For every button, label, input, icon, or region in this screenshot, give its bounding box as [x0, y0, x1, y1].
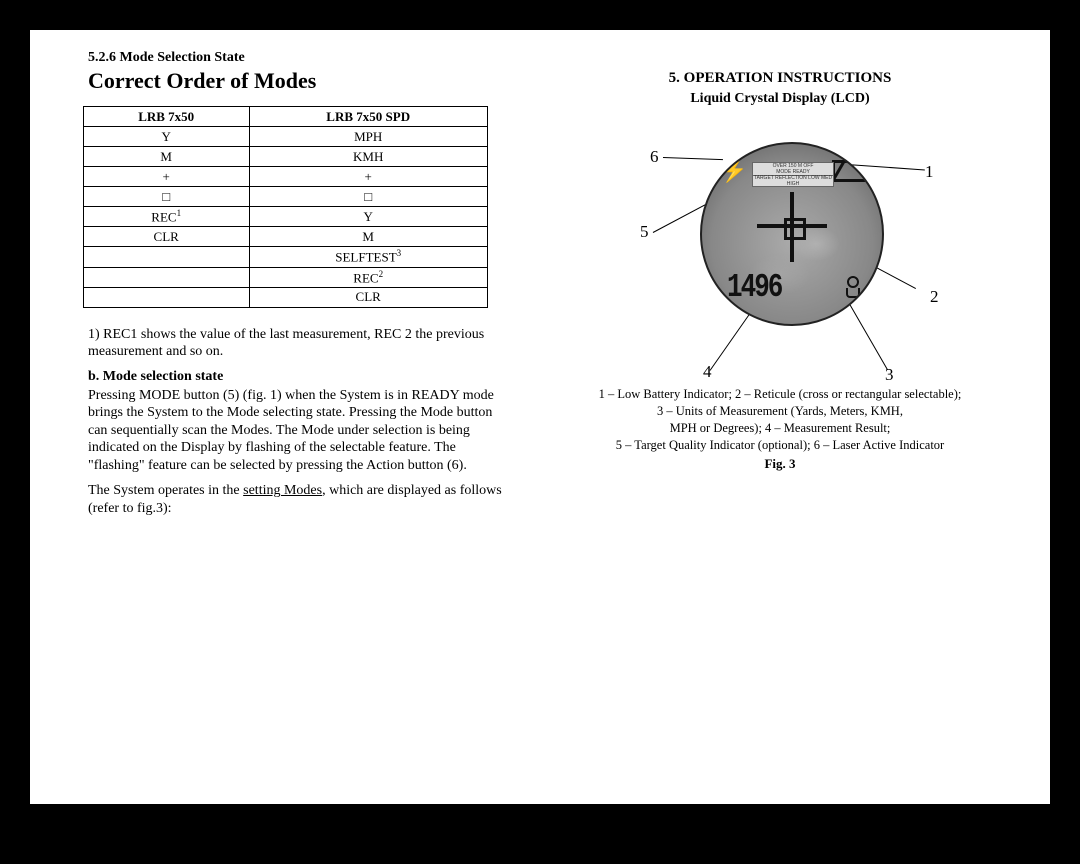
laser-active-icon: ⚡	[720, 158, 747, 184]
table-cell	[83, 247, 249, 267]
table-cell: CLR	[249, 287, 487, 307]
section-number: 5.2.6 Mode Selection State	[88, 50, 510, 66]
table-cell: □	[83, 187, 249, 207]
table-cell: M	[249, 227, 487, 247]
table-header-row: LRB 7x50 LRB 7x50 SPD	[83, 107, 487, 127]
legend-line3: MPH or Degrees); 4 – Measurement Result;	[550, 420, 1010, 437]
modes-table: LRB 7x50 LRB 7x50 SPD YMPHMKMH++□□REC1YC…	[83, 106, 488, 308]
callout-5: 5	[640, 222, 649, 242]
col-header-0: LRB 7x50	[83, 107, 249, 127]
table-cell: Y	[249, 207, 487, 227]
right-column: 5. OPERATION INSTRUCTIONS Liquid Crystal…	[540, 30, 1050, 804]
legend-line2: 3 – Units of Measurement (Yards, Meters,…	[550, 403, 1010, 420]
operation-title: 5. OPERATION INSTRUCTIONS	[550, 70, 1010, 87]
figure-label: Fig. 3	[550, 456, 1010, 472]
scope-view: ⚡ OVER 150 M OFF MODE READY TARGET REFLE…	[700, 142, 884, 326]
document-page: 5.2.6 Mode Selection State Correct Order…	[30, 30, 1050, 804]
table-row: CLR	[83, 287, 487, 307]
table-cell: CLR	[83, 227, 249, 247]
table-cell: REC2	[249, 267, 487, 287]
table-cell	[83, 267, 249, 287]
unit-icon	[846, 276, 860, 296]
table-cell	[83, 287, 249, 307]
lcd-diagram: 6 1 5 2 4 3 ⚡ OVER 150 M OFF MODE READY	[615, 117, 945, 382]
lcd-title: Liquid Crystal Display (LCD)	[550, 91, 1010, 107]
table-row: REC1Y	[83, 207, 487, 227]
measurement-digits: 1496	[727, 268, 781, 307]
sub-heading-b: b. Mode selection state	[88, 369, 510, 385]
col-header-1: LRB 7x50 SPD	[249, 107, 487, 127]
table-row: □□	[83, 187, 487, 207]
table-row: REC2	[83, 267, 487, 287]
table-cell: M	[83, 147, 249, 167]
legend: 1 – Low Battery Indicator; 2 – Reticule …	[550, 386, 1010, 454]
table-cell: MPH	[249, 127, 487, 147]
callout-6: 6	[650, 147, 659, 167]
table-cell: +	[83, 167, 249, 187]
table-cell: □	[249, 187, 487, 207]
reticule-box	[784, 218, 806, 240]
leader-6	[663, 157, 723, 160]
table-cell: +	[249, 167, 487, 187]
left-column: 5.2.6 Mode Selection State Correct Order…	[30, 30, 540, 804]
para-mode-selection: Pressing MODE button (5) (fig. 1) when t…	[88, 387, 510, 475]
note-rec: 1) REC1 shows the value of the last meas…	[88, 326, 510, 361]
table-cell: REC1	[83, 207, 249, 227]
table-cell: SELFTEST3	[249, 247, 487, 267]
para2-a: The System operates in the	[88, 483, 243, 498]
table-row: MKMH	[83, 147, 487, 167]
status-line3: TARGET REFLECTION LOW MED HIGH	[753, 175, 833, 187]
table-row: CLRM	[83, 227, 487, 247]
legend-line4: 5 – Target Quality Indicator (optional);…	[550, 437, 1010, 454]
table-row: YMPH	[83, 127, 487, 147]
callout-2: 2	[930, 287, 939, 307]
callout-4: 4	[703, 362, 712, 382]
para-setting-modes: The System operates in the setting Modes…	[88, 482, 510, 517]
table-cell: Y	[83, 127, 249, 147]
table-row: SELFTEST3	[83, 247, 487, 267]
para2-underline: setting Modes	[243, 483, 322, 498]
battery-icon	[832, 160, 868, 182]
table-row: ++	[83, 167, 487, 187]
callout-1: 1	[925, 162, 934, 182]
table-cell: KMH	[249, 147, 487, 167]
status-box: OVER 150 M OFF MODE READY TARGET REFLECT…	[752, 162, 834, 187]
page-title: Correct Order of Modes	[88, 68, 510, 94]
legend-line1: 1 – Low Battery Indicator; 2 – Reticule …	[550, 386, 1010, 403]
